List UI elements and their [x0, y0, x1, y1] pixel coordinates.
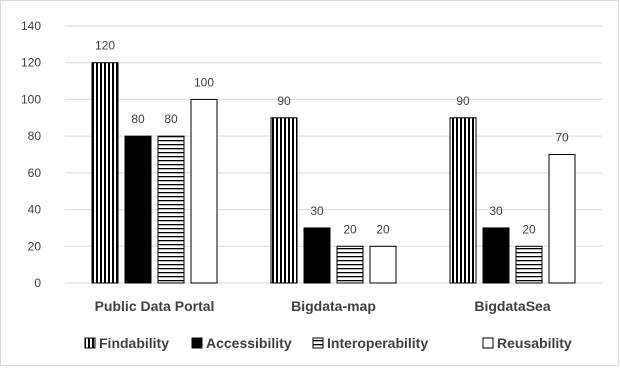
- data-label: 100: [194, 75, 214, 89]
- data-label: 90: [456, 94, 470, 108]
- bar: [548, 154, 576, 284]
- y-axis-ticks: 0 20 40 60 80 100 120 140: [21, 19, 41, 290]
- legend-swatch: [482, 337, 494, 349]
- data-label: 80: [164, 112, 178, 126]
- legend-swatch: [84, 337, 96, 349]
- legend-swatch: [312, 337, 324, 349]
- data-label: 120: [95, 39, 115, 53]
- category-label: BigdataSea: [474, 298, 550, 314]
- bar: [157, 135, 185, 284]
- data-label: 80: [131, 112, 145, 126]
- y-tick-label: 40: [28, 203, 42, 217]
- x-axis-categories: Public Data Portal Bigdata-map BigdataSea: [95, 298, 551, 314]
- gridlines: [65, 25, 602, 284]
- data-label: 90: [277, 94, 291, 108]
- y-tick-label: 140: [21, 19, 41, 33]
- legend-label: Interoperability: [327, 335, 428, 351]
- data-labels: 120 80 80 100 90 30 20 20 90 30 20 70: [95, 39, 569, 237]
- data-label: 20: [522, 222, 536, 236]
- bar: [515, 245, 543, 284]
- y-tick-label: 100: [21, 92, 41, 106]
- bar: [369, 245, 397, 284]
- data-label: 20: [376, 222, 390, 236]
- bar: [190, 98, 218, 284]
- bar: [124, 135, 152, 284]
- y-tick-label: 0: [34, 276, 41, 290]
- legend-swatch: [191, 337, 203, 349]
- data-label: 20: [343, 222, 357, 236]
- y-tick-label: 80: [28, 129, 42, 143]
- legend-label: Findability: [99, 335, 169, 351]
- category-label: Public Data Portal: [95, 298, 215, 314]
- data-label: 70: [555, 131, 569, 145]
- bar: [449, 117, 477, 284]
- legend-label: Accessibility: [206, 335, 292, 351]
- bar: [336, 245, 364, 284]
- legend: Findability Accessibility Interoperability…: [84, 335, 572, 351]
- category-label: Bigdata-map: [291, 298, 376, 314]
- bar: [270, 117, 298, 284]
- data-label: 30: [310, 204, 324, 218]
- bar: [482, 227, 510, 284]
- y-tick-label: 60: [28, 166, 42, 180]
- y-tick-label: 120: [21, 56, 41, 70]
- bar: [91, 62, 119, 284]
- bars: [91, 62, 576, 284]
- data-label: 30: [489, 204, 503, 218]
- legend-label: Reusability: [497, 335, 572, 351]
- bar: [303, 227, 331, 284]
- y-tick-label: 20: [28, 239, 42, 253]
